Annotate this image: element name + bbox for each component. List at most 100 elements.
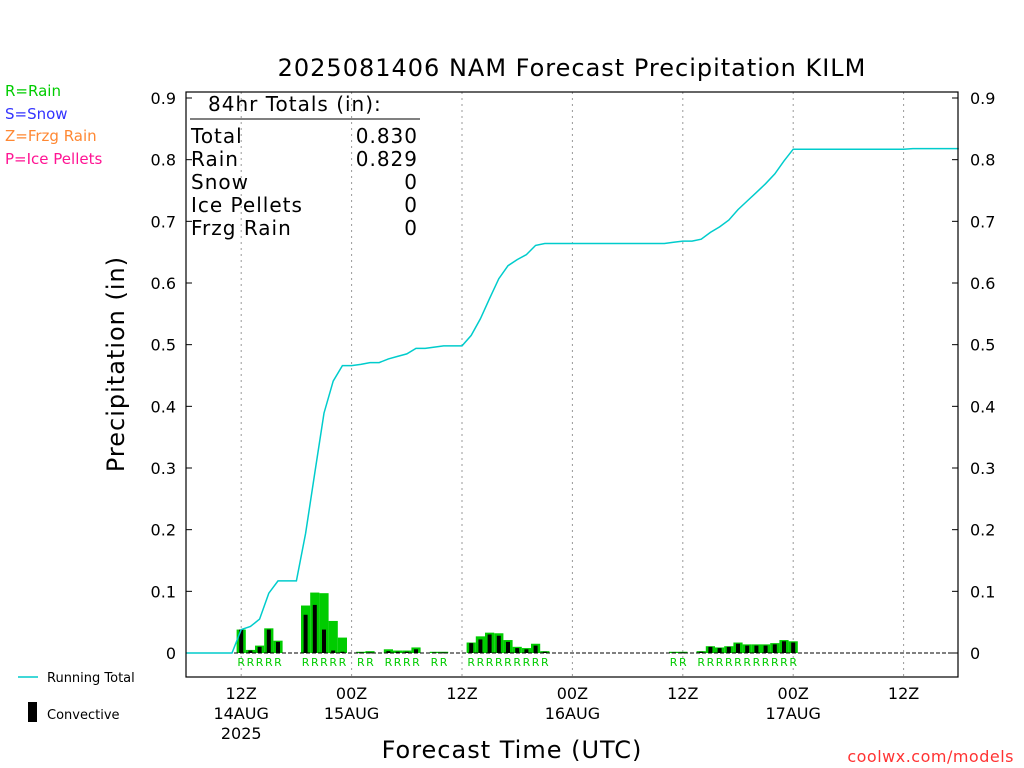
- x-axis-label: Forecast Time (UTC): [382, 736, 643, 764]
- totals-value-rain: 0.829: [356, 147, 418, 171]
- precip-type-label: R: [789, 656, 797, 669]
- precip-type-label: R: [412, 656, 420, 669]
- precip-type-label: R: [513, 656, 521, 669]
- convective-bar: [772, 644, 777, 653]
- precip-type-label: R: [265, 656, 273, 669]
- precip-type-label: R: [274, 656, 282, 669]
- precip-type-legend: R=Rain S=Snow Z=Frzg Rain P=Ice Pellets: [5, 82, 102, 168]
- totals-label-total: Total: [190, 124, 243, 148]
- x-tick-label: 12Z: [667, 684, 698, 703]
- y-tick-label-left: 0: [166, 644, 176, 663]
- convective-bar: [782, 641, 786, 653]
- totals-box: 84hr Totals (in): Total 0.830 Rain 0.829…: [190, 92, 420, 240]
- convective-bar: [506, 641, 510, 653]
- precip-type-label: R: [523, 656, 531, 669]
- convective-bar: [754, 645, 759, 653]
- y-tick-label-left: 0.5: [151, 336, 176, 355]
- precip-bar: [439, 651, 449, 653]
- convective-bar: [542, 651, 547, 653]
- precip-type-label: R: [467, 656, 475, 669]
- convective-bar: [331, 650, 336, 653]
- y-tick-label-right: 0.6: [970, 274, 995, 293]
- convective-bar: [736, 643, 740, 653]
- precip-bar: [328, 620, 338, 653]
- precip-bar: [669, 651, 679, 653]
- totals-header: 84hr Totals (in):: [208, 92, 382, 116]
- precip-type-label: R: [477, 656, 485, 669]
- precip-type-label: R: [385, 656, 393, 669]
- precip-bar: [319, 593, 329, 653]
- legend-rain: R=Rain: [5, 82, 61, 100]
- totals-label-rain: Rain: [191, 147, 239, 171]
- x-tick-label: 00Z: [778, 684, 809, 703]
- convective-legend-label: Convective: [47, 708, 120, 723]
- convective-bar: [708, 646, 713, 653]
- precip-type-label: R: [725, 656, 733, 669]
- precip-type-label: R: [532, 656, 540, 669]
- y-tick-label-left: 0.1: [151, 582, 176, 601]
- convective-bar: [386, 651, 391, 653]
- totals-value-ice-pellets: 0: [404, 193, 418, 217]
- running-total-legend-label: Running Total: [47, 671, 135, 686]
- precip-bar: [678, 651, 688, 653]
- y-tick-label-left: 0.6: [151, 274, 176, 293]
- y-tick-label-right: 0.5: [970, 336, 995, 355]
- convective-bar: [312, 604, 317, 653]
- y-tick-label-right: 0: [970, 644, 980, 663]
- precip-type-label: R: [440, 656, 448, 669]
- totals-label-ice-pellets: Ice Pellets: [191, 193, 303, 217]
- convective-bar: [340, 651, 345, 653]
- totals-value-snow: 0: [404, 170, 418, 194]
- running-total-line: [186, 147, 959, 654]
- x-tick-label: 12Z: [446, 684, 477, 703]
- precip-type-label: R: [762, 656, 770, 669]
- convective-bar: [515, 648, 520, 653]
- convective-bar: [487, 634, 492, 653]
- convective-bar: [266, 629, 271, 653]
- precip-type-label: R: [394, 656, 402, 669]
- convective-bar: [239, 629, 244, 653]
- precip-type-label: R: [237, 656, 245, 669]
- precip-type-label: R: [707, 656, 715, 669]
- precip-type-label: R: [247, 656, 255, 669]
- precip-type-label: R: [771, 656, 779, 669]
- y-tick-label-right: 0.8: [970, 151, 995, 170]
- series-legend: Running Total Convective: [18, 671, 135, 723]
- precip-type-label: R: [670, 656, 678, 669]
- convective-bar: [699, 651, 704, 653]
- x-tick-date-label: 15AUG: [324, 704, 379, 723]
- x-tick-date-label: 16AUG: [545, 704, 600, 723]
- precip-type-label: R: [302, 656, 310, 669]
- convective-bar: [763, 645, 768, 653]
- y-tick-label-right: 0.4: [970, 397, 995, 416]
- convective-bar: [726, 646, 731, 653]
- convective-bar: [717, 648, 722, 653]
- convective-legend-swatch: [28, 702, 37, 722]
- vertical-gridlines: [240, 92, 905, 677]
- x-tick-date-label: 17AUG: [765, 704, 820, 723]
- precip-bars: [236, 592, 798, 654]
- x-tick-label: 12Z: [226, 684, 257, 703]
- convective-bar: [745, 645, 750, 653]
- precip-type-label: R: [679, 656, 687, 669]
- x-tick-label: 00Z: [557, 684, 588, 703]
- convective-bar: [257, 646, 262, 653]
- precip-type-label: R: [431, 656, 439, 669]
- totals-label-frzg-rain: Frzg Rain: [191, 216, 292, 240]
- y-tick-label-left: 0.7: [151, 212, 176, 231]
- legend-frzg-rain: Z=Frzg Rain: [5, 127, 97, 145]
- y-tick-label-left: 0.8: [151, 151, 176, 170]
- chart-title: 2025081406 NAM Forecast Precipitation KI…: [278, 54, 867, 82]
- convective-bar: [322, 629, 326, 653]
- y-tick-label-right: 0.9: [970, 89, 995, 108]
- precip-type-label: R: [697, 656, 705, 669]
- precip-type-label: R: [366, 656, 374, 669]
- convective-bar: [248, 650, 253, 653]
- totals-value-total: 0.830: [356, 124, 418, 148]
- y-tick-label-right: 0.3: [970, 459, 995, 478]
- y-tick-label-right: 0.7: [970, 212, 995, 231]
- convective-bar: [524, 649, 529, 653]
- credit-text[interactable]: coolwx.com/models: [847, 747, 1014, 766]
- precip-bar: [356, 651, 366, 653]
